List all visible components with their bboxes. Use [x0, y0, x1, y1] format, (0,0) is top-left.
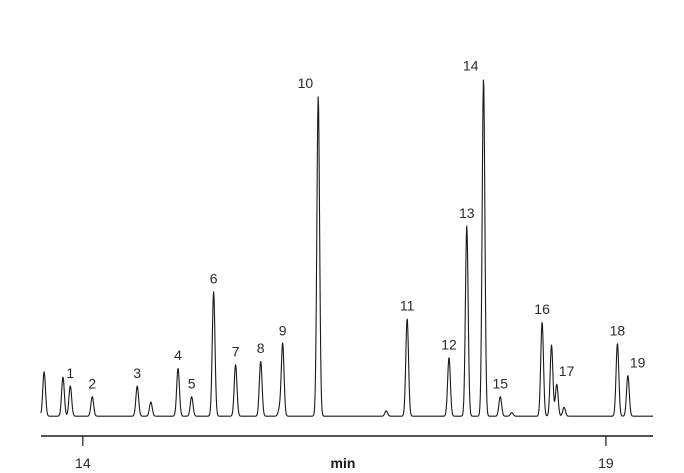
- peak-label-15: 15: [493, 376, 509, 392]
- x-axis-ticks: 14 19: [75, 436, 614, 471]
- plot-area: [40, 79, 654, 417]
- peak-label-18: 18: [610, 322, 626, 338]
- x-axis-title: min: [331, 455, 356, 471]
- peak-label-19: 19: [630, 354, 646, 370]
- x-tick-label-14: 14: [75, 455, 91, 471]
- peak-label-9: 9: [279, 322, 287, 338]
- peak-label-5: 5: [188, 376, 196, 392]
- peak-label-14: 14: [463, 57, 479, 73]
- peak-label-3: 3: [133, 365, 141, 381]
- peak-label-2: 2: [88, 376, 96, 392]
- peak-label-4: 4: [174, 347, 182, 363]
- chromatogram-trace: [40, 79, 654, 417]
- peak-label-13: 13: [459, 205, 475, 221]
- peak-label-16: 16: [534, 301, 550, 317]
- peak-label-6: 6: [210, 271, 218, 287]
- x-tick-label-19: 19: [598, 455, 614, 471]
- peak-label-10: 10: [298, 75, 314, 91]
- peak-label-8: 8: [257, 340, 265, 356]
- peak-label-11: 11: [400, 297, 415, 313]
- peak-label-17: 17: [559, 363, 575, 379]
- peak-label-12: 12: [441, 337, 457, 353]
- peak-label-1: 1: [66, 365, 74, 381]
- peak-label-7: 7: [232, 344, 240, 360]
